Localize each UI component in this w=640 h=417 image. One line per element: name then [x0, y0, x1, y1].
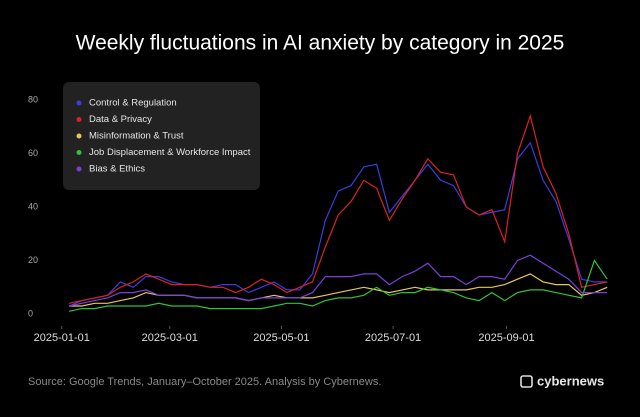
legend-marker: [76, 100, 82, 106]
series-line: [68, 141, 608, 307]
series-line: [68, 113, 608, 304]
brand-logo: [520, 375, 533, 388]
y-tick-label: 20: [28, 255, 38, 265]
legend-marker: [76, 133, 82, 139]
legend-marker: [76, 150, 82, 155]
source-note: Source: Google Trends, January–October 2…: [28, 376, 381, 388]
legend-marker: [76, 117, 82, 122]
x-tick-label: 2025-03-01: [142, 332, 198, 344]
y-tick-label: 40: [28, 201, 38, 211]
x-tick-label: 2025-01-01: [34, 332, 90, 344]
chart-title: Weekly fluctuations in AI anxiety by cat…: [76, 32, 565, 55]
legend-label: Job Displacement & Workforce Impact: [89, 147, 251, 158]
y-tick-label: 60: [28, 148, 38, 158]
legend-label: Misinformation & Trust: [89, 131, 184, 142]
x-tick-label: 2025-07-01: [365, 332, 421, 344]
legend-label: Control & Regulation: [89, 98, 177, 109]
y-tick-label: 0: [28, 308, 33, 318]
legend-label: Data & Privacy: [89, 114, 152, 125]
legend-label: Bias & Ethics: [89, 164, 145, 175]
y-tick-label: 80: [28, 94, 38, 104]
legend-marker: [76, 166, 82, 172]
x-tick-label: 2025-05-01: [253, 332, 309, 344]
brand: cybernews: [537, 373, 604, 388]
series-line: [68, 259, 608, 312]
legend-box: [63, 82, 260, 190]
x-tick-label: 2025-09-01: [478, 332, 534, 344]
series-line: [68, 254, 608, 307]
